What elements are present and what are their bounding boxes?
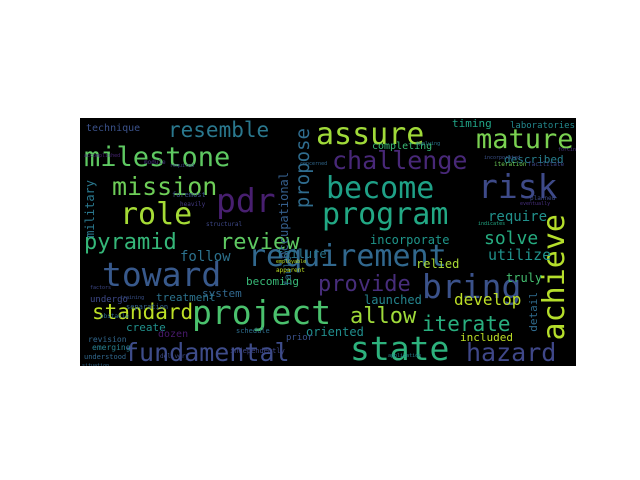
- word-foremost: foremost: [172, 191, 206, 199]
- word-iterate: iterate: [422, 312, 511, 336]
- word-project: project: [192, 293, 332, 332]
- word-relied: relied: [416, 257, 460, 271]
- word-detail: detail: [527, 292, 540, 332]
- word-follow: follow: [180, 249, 231, 265]
- word-cloud: milestone assure mature challenge resemb…: [80, 118, 576, 366]
- word-failure: failure: [276, 247, 327, 261]
- word-pyramid: pyramid: [84, 230, 177, 255]
- word-oriented: oriented: [306, 325, 364, 339]
- word-concerned: concerned: [300, 161, 328, 167]
- word-completing: completing: [372, 141, 433, 152]
- word-solve: solve: [484, 228, 539, 249]
- word-state: state: [350, 329, 450, 366]
- word-achieve: achieve: [537, 214, 572, 341]
- word-standard: standard: [92, 300, 194, 324]
- word-emerging: emerging: [92, 343, 131, 352]
- word-requirement: requirement: [248, 239, 447, 274]
- word-laboratories: laboratories: [510, 121, 576, 131]
- word-propose: propose: [292, 128, 314, 209]
- word-situation: situation: [82, 363, 110, 367]
- word-timing: timing: [452, 118, 492, 130]
- word-system: system: [202, 287, 242, 300]
- word-heavily: heavily: [180, 201, 206, 208]
- word-indicates: indicates: [478, 221, 506, 227]
- word-included: included: [460, 331, 513, 344]
- word-obstacle: obstacle: [100, 313, 129, 320]
- word-military: military: [83, 180, 97, 238]
- word-review: review: [220, 230, 300, 255]
- word-undergo: undergo: [90, 295, 128, 305]
- word-pdr: pdr: [216, 181, 276, 220]
- word-becoming: becoming: [246, 275, 299, 288]
- word-toward: toward: [102, 255, 222, 294]
- word-milestone: milestone: [84, 142, 231, 173]
- word-described: described: [504, 153, 564, 166]
- word-role: role: [120, 197, 193, 232]
- word-fundamental: fundamental: [124, 338, 290, 366]
- word-application: application: [388, 353, 422, 359]
- word-create: create: [126, 321, 166, 334]
- word-resemble: resemble: [168, 118, 270, 142]
- word-technique: technique: [86, 123, 141, 134]
- word-hazard: hazard: [466, 338, 557, 366]
- word-require: require: [488, 209, 548, 225]
- word-facilitate: facilitate: [528, 161, 565, 168]
- word-training: training: [120, 295, 145, 301]
- word-required: required: [170, 163, 195, 169]
- word-become: become: [326, 171, 435, 206]
- word-occupational: occupational: [277, 172, 291, 259]
- word-employable: employable: [276, 259, 307, 265]
- word-understood: understood: [84, 353, 127, 361]
- word-program: program: [322, 197, 449, 232]
- word-mission: mission: [112, 172, 218, 201]
- word-schedule: schedule: [236, 327, 270, 335]
- word-utilize: utilize: [488, 246, 552, 264]
- word-dozen: dozen: [158, 329, 189, 340]
- word-iteration: iteration: [494, 161, 527, 168]
- word-separation: separation: [126, 303, 169, 311]
- word-delivery: delivery: [160, 353, 189, 360]
- word-incorporated: incorporated: [484, 155, 521, 161]
- word-structural: structural: [206, 221, 243, 228]
- word-incorporate: incorporate: [370, 233, 450, 247]
- word-forcing: forcing: [558, 147, 576, 153]
- word-allow: allow: [350, 304, 417, 329]
- word-bring: bring: [422, 267, 522, 306]
- word-accomplished: accomplished: [84, 153, 121, 159]
- word-provide: provide: [318, 272, 411, 297]
- word-module: module: [144, 159, 166, 166]
- word-independently: independently: [230, 347, 285, 355]
- word-factors: factors: [90, 285, 112, 291]
- word-apparent: apparent: [276, 267, 305, 274]
- word-mature: mature: [476, 124, 574, 155]
- word-challenge: challenge: [332, 146, 468, 175]
- word-eventually: eventually: [520, 201, 551, 207]
- word-revision: revision: [88, 335, 127, 344]
- word-launched: launched: [364, 293, 422, 307]
- word-prior: prior: [286, 333, 314, 343]
- word-applying: applying: [416, 141, 441, 147]
- word-assure: assure: [316, 118, 425, 152]
- word-planned: planned: [530, 195, 556, 202]
- word-treatment: treatment: [156, 291, 216, 304]
- word-risk: risk: [478, 167, 558, 206]
- word-develop: develop: [454, 290, 522, 309]
- word-truly: truly: [506, 271, 543, 285]
